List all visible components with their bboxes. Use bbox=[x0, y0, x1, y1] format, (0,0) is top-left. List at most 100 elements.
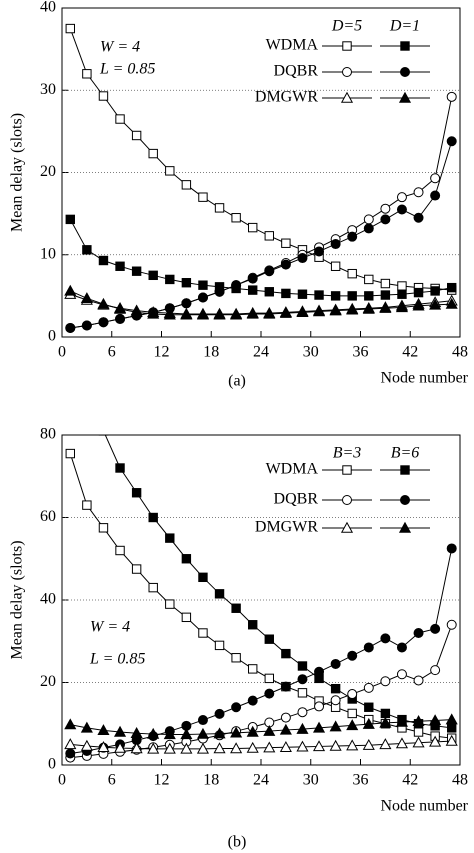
marker-square bbox=[231, 603, 241, 613]
marker-triangle bbox=[329, 739, 342, 751]
marker-triangle bbox=[346, 739, 359, 751]
x-axis-label: Node number bbox=[380, 370, 468, 387]
marker-square bbox=[65, 214, 75, 225]
marker-triangle bbox=[296, 722, 309, 734]
marker-triangle bbox=[412, 715, 425, 726]
marker-triangle bbox=[279, 723, 292, 735]
marker-triangle bbox=[130, 306, 143, 318]
marker-circle bbox=[314, 666, 325, 677]
marker-circle bbox=[197, 715, 208, 726]
marker-triangle bbox=[213, 308, 226, 320]
x-tick-label: 30 bbox=[303, 344, 319, 361]
legend-column-header: D=1 bbox=[389, 18, 420, 35]
x-tick-label: 24 bbox=[253, 772, 269, 789]
marker-triangle bbox=[445, 713, 458, 725]
marker-triangle bbox=[429, 298, 442, 310]
y-tick-label: 20 bbox=[40, 163, 56, 180]
x-tick-label: 42 bbox=[402, 772, 418, 789]
marker-square bbox=[165, 166, 175, 176]
marker-triangle bbox=[312, 305, 326, 317]
marker-square bbox=[264, 634, 274, 644]
x-tick-label: 6 bbox=[108, 344, 116, 361]
caption: (b) bbox=[228, 834, 247, 851]
legend-triangle bbox=[398, 521, 412, 533]
marker-square bbox=[131, 130, 142, 141]
marker-square bbox=[330, 261, 341, 271]
marker-circle bbox=[446, 91, 457, 102]
marker-circle bbox=[413, 675, 424, 686]
series-line bbox=[70, 719, 452, 735]
marker-square bbox=[264, 287, 274, 297]
marker-square bbox=[380, 708, 391, 719]
legend-circle bbox=[342, 67, 352, 77]
marker-triangle bbox=[97, 741, 110, 752]
marker-square bbox=[115, 114, 125, 124]
marker-square bbox=[115, 463, 125, 473]
marker-square bbox=[447, 723, 457, 733]
marker-square bbox=[165, 533, 175, 543]
legend-triangle bbox=[398, 91, 412, 103]
marker-triangle bbox=[263, 724, 276, 736]
marker-square bbox=[364, 702, 374, 712]
marker-square bbox=[231, 653, 241, 663]
x-tick-label: 24 bbox=[253, 344, 269, 361]
marker-triangle bbox=[279, 306, 292, 318]
marker-triangle bbox=[312, 721, 326, 733]
marker-triangle bbox=[279, 741, 292, 752]
marker-circle bbox=[280, 712, 291, 723]
marker-circle bbox=[197, 292, 208, 303]
annotation: L = 0.85 bbox=[99, 61, 155, 78]
legend-marker bbox=[342, 67, 352, 77]
marker-circle bbox=[330, 658, 341, 669]
marker-circle bbox=[430, 665, 441, 676]
marker-triangle bbox=[412, 299, 425, 311]
y-tick-label: 0 bbox=[48, 328, 56, 345]
y-tick-label: 30 bbox=[40, 81, 56, 98]
marker-circle bbox=[396, 669, 407, 680]
legend-label: WDMA bbox=[266, 461, 319, 478]
marker-square bbox=[413, 727, 424, 737]
marker-triangle bbox=[64, 718, 77, 730]
marker-circle bbox=[264, 688, 275, 699]
marker-square bbox=[364, 274, 374, 285]
x-tick-label: 6 bbox=[108, 772, 116, 789]
marker-square bbox=[447, 282, 457, 293]
marker-circle bbox=[280, 681, 291, 692]
x-axis-label: Node number bbox=[380, 798, 468, 815]
marker-triangle bbox=[213, 727, 226, 739]
series-line bbox=[70, 624, 453, 759]
marker-circle bbox=[363, 682, 374, 693]
x-tick-label: 0 bbox=[58, 772, 66, 789]
marker-triangle bbox=[147, 742, 160, 754]
marker-triangle bbox=[379, 738, 392, 750]
marker-circle bbox=[231, 702, 242, 713]
marker-circle bbox=[363, 214, 374, 225]
x-tick-label: 36 bbox=[353, 344, 369, 361]
marker-triangle bbox=[395, 715, 409, 727]
marker-triangle bbox=[395, 301, 409, 313]
legend-square bbox=[400, 465, 410, 475]
series-line bbox=[69, 453, 452, 739]
marker-square bbox=[281, 238, 291, 248]
marker-triangle bbox=[379, 301, 392, 313]
legend-column-header: D=5 bbox=[331, 18, 362, 35]
annotation: W = 4 bbox=[100, 39, 140, 56]
marker-triangle bbox=[346, 719, 359, 731]
marker-square bbox=[131, 564, 142, 574]
marker-circle bbox=[314, 246, 325, 257]
marker-circle bbox=[231, 280, 242, 291]
marker-square bbox=[214, 589, 225, 599]
plot-frame bbox=[61, 434, 461, 766]
marker-square bbox=[430, 286, 440, 296]
marker-triangle bbox=[196, 727, 210, 739]
caption: (a) bbox=[228, 373, 246, 390]
marker-square bbox=[231, 213, 241, 223]
marker-square bbox=[297, 688, 308, 698]
y-tick-label: 60 bbox=[40, 508, 56, 525]
marker-square bbox=[198, 280, 208, 290]
marker-square bbox=[98, 523, 109, 533]
marker-circle bbox=[363, 642, 374, 653]
marker-circle bbox=[413, 628, 424, 638]
marker-triangle bbox=[296, 306, 309, 318]
marker-circle bbox=[65, 748, 76, 759]
